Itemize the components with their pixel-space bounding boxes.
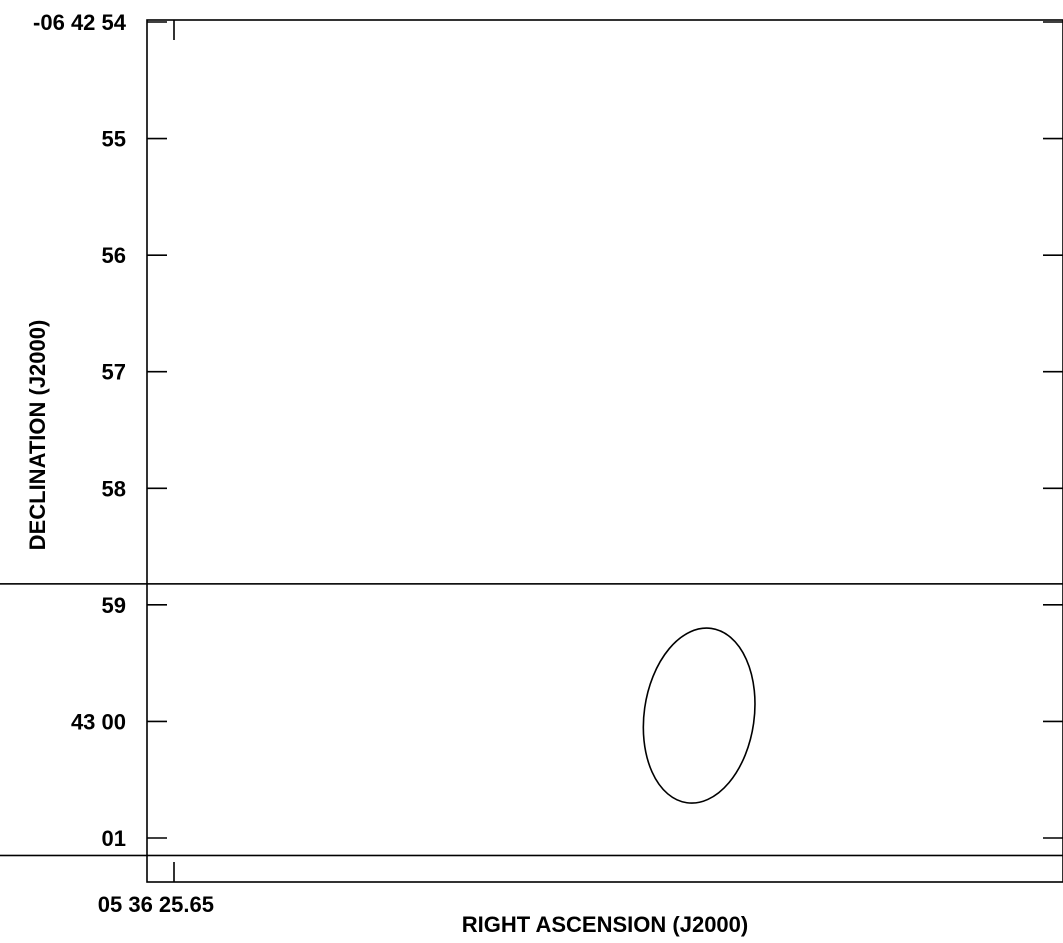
beam-inset: [0, 583, 1063, 857]
y-tick-label-4: 58: [102, 476, 126, 501]
y-tick-label-6: 43 00: [71, 709, 126, 734]
y-axis-title: DECLINATION (J2000): [25, 320, 50, 551]
y-tick-label-5: 59: [102, 593, 126, 618]
y-tick-label-3: 57: [102, 360, 126, 385]
beam-ellipse: [642, 627, 756, 804]
y-tick-label-1: 55: [102, 127, 126, 152]
plot-frame: [146, 19, 1063, 883]
beam-box: [0, 583, 1063, 857]
x-axis-title: RIGHT ASCENSION (J2000): [462, 912, 748, 937]
y-tick-labels: -06 42 54 55 56 57 58 59 43 00 01: [33, 10, 127, 851]
y-tick-label-7: 01: [102, 826, 126, 851]
y-tick-label-2: 56: [102, 243, 126, 268]
x-tick-label-0: 05 36 25.65: [98, 892, 214, 917]
y-tick-label-0: -06 42 54: [33, 10, 127, 35]
x-tick-labels: 05 36 25.6525.6025.5525.5025.4525.4025.3…: [98, 892, 214, 917]
axis-ticks: [147, 20, 1063, 882]
